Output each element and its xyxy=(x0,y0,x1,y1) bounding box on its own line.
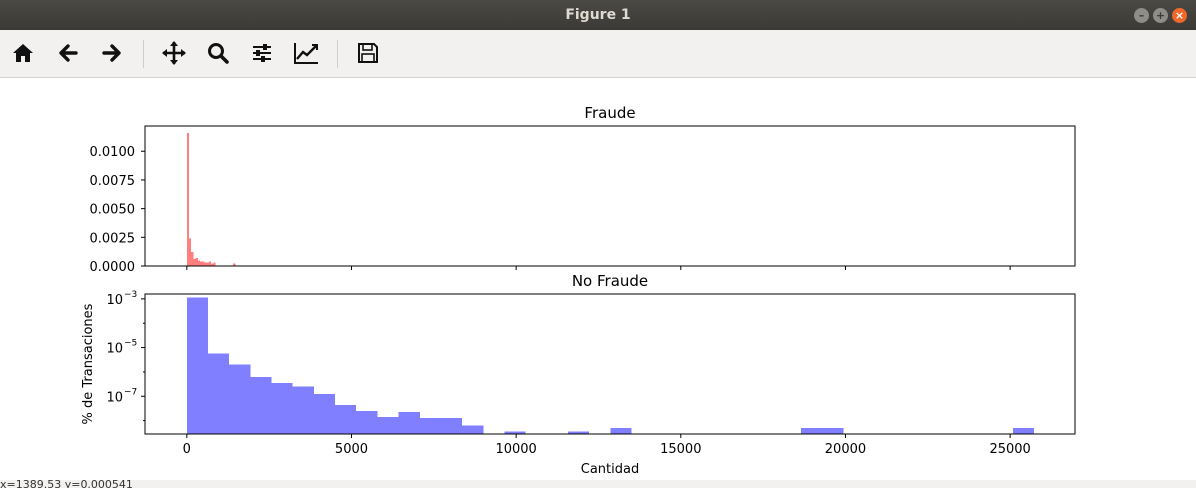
chart-title: Fraude xyxy=(584,104,635,122)
histogram-bar xyxy=(801,427,823,434)
histogram-bar xyxy=(193,259,196,266)
x-tick-label: 20000 xyxy=(825,442,866,457)
back-button[interactable] xyxy=(53,38,83,68)
histogram-bar xyxy=(1012,427,1035,434)
histogram-bar xyxy=(377,416,399,434)
pan-icon xyxy=(162,41,186,65)
axes-frame xyxy=(144,125,1076,267)
y-tick-label: 10 xyxy=(106,342,123,357)
y-tick-exponent: −5 xyxy=(124,339,137,349)
zoom-button[interactable] xyxy=(203,38,233,68)
histogram-bar xyxy=(191,252,194,266)
histogram-bar xyxy=(567,431,590,434)
y-tick-label: 0.0025 xyxy=(90,231,136,246)
y-tick-label: 10 xyxy=(106,293,123,308)
histogram-bar xyxy=(250,376,272,434)
y-tick-label: 0.0050 xyxy=(90,203,136,218)
cursor-coordinates: x=1389.53 y=0.000541 xyxy=(0,480,133,488)
save-icon xyxy=(358,43,378,63)
histogram-bar xyxy=(419,418,441,434)
histogram-bar xyxy=(213,262,216,266)
forward-button[interactable] xyxy=(97,38,127,68)
axes-fraude: Fraude 0.0000 0.0025 0.0050 0.0075 0.0100 xyxy=(90,104,1076,275)
histogram-bar xyxy=(208,353,230,434)
histogram-bar xyxy=(398,412,420,434)
window-titlebar: Figure 1 – + × xyxy=(0,0,1196,30)
histogram-bar xyxy=(440,418,463,434)
histogram-bar xyxy=(211,263,214,266)
histogram-bar xyxy=(195,257,198,266)
home-button[interactable] xyxy=(8,38,38,68)
y-tick-exponent: −3 xyxy=(124,290,137,300)
forward-arrow-icon xyxy=(102,44,121,62)
histogram-bar xyxy=(313,393,336,434)
histogram-bar xyxy=(356,410,378,434)
y-axis-label: % de Transaciones xyxy=(81,303,96,424)
histogram-bar xyxy=(271,382,293,434)
histogram-bar xyxy=(610,427,632,434)
y-tick-label: 10 xyxy=(106,390,123,405)
toolbar-separator xyxy=(143,40,144,68)
y-tick-label: 0.0100 xyxy=(90,145,136,160)
histogram-bar xyxy=(204,262,207,266)
histogram-bar xyxy=(189,238,192,266)
maximize-button[interactable]: + xyxy=(1153,8,1168,23)
histogram-bar xyxy=(197,260,201,266)
y-tick-label: 0.0000 xyxy=(90,260,136,275)
histogram-bar xyxy=(292,386,314,434)
x-tick-label: 0 xyxy=(183,442,191,457)
figure-canvas[interactable]: Fraude 0.0000 0.0025 0.0050 0.0075 0.0100 No … xyxy=(0,78,1196,480)
histogram-bar xyxy=(335,404,357,434)
histogram-bar xyxy=(208,261,212,266)
histogram-bar xyxy=(200,261,203,266)
y-tick-label: 0.0075 xyxy=(90,174,136,189)
x-axis-label: Cantidad xyxy=(581,462,639,477)
configure-subplots-button[interactable] xyxy=(247,38,277,68)
histogram-bar xyxy=(202,261,205,266)
home-icon xyxy=(13,44,33,62)
x-tick-label: 5000 xyxy=(335,442,368,457)
histogram-bar xyxy=(822,427,844,434)
matplotlib-toolbar xyxy=(0,30,1196,78)
histogram-bar xyxy=(229,364,251,434)
histogram-bar xyxy=(233,263,236,266)
axes-frame xyxy=(144,293,1076,435)
figure-svg: Fraude 0.0000 0.0025 0.0050 0.0075 0.0100 No … xyxy=(81,104,1076,477)
x-tick-label: 25000 xyxy=(989,442,1030,457)
y-tick-exponent: −7 xyxy=(124,387,137,397)
window-title: Figure 1 xyxy=(565,7,631,23)
edit-axes-icon xyxy=(294,43,318,64)
minimize-button[interactable]: – xyxy=(1134,8,1149,23)
toolbar-separator xyxy=(337,40,338,68)
histogram-bar xyxy=(504,431,526,434)
configure-subplots-icon xyxy=(253,44,271,62)
x-tick-label: 10000 xyxy=(495,442,536,457)
chart-title: No Fraude xyxy=(572,272,648,290)
status-bar: x=1389.53 y=0.000541 xyxy=(0,480,1196,488)
close-button[interactable]: × xyxy=(1172,8,1187,23)
pan-button[interactable] xyxy=(159,38,189,68)
edit-axes-button[interactable] xyxy=(291,38,321,68)
histogram-bar xyxy=(462,425,484,434)
histogram-bar xyxy=(206,262,209,266)
zoom-icon xyxy=(208,43,229,64)
save-button[interactable] xyxy=(353,38,383,68)
x-tick-label: 15000 xyxy=(660,442,701,457)
histogram-bar xyxy=(186,297,208,434)
histogram-bar xyxy=(186,132,190,266)
back-arrow-icon xyxy=(59,44,78,62)
